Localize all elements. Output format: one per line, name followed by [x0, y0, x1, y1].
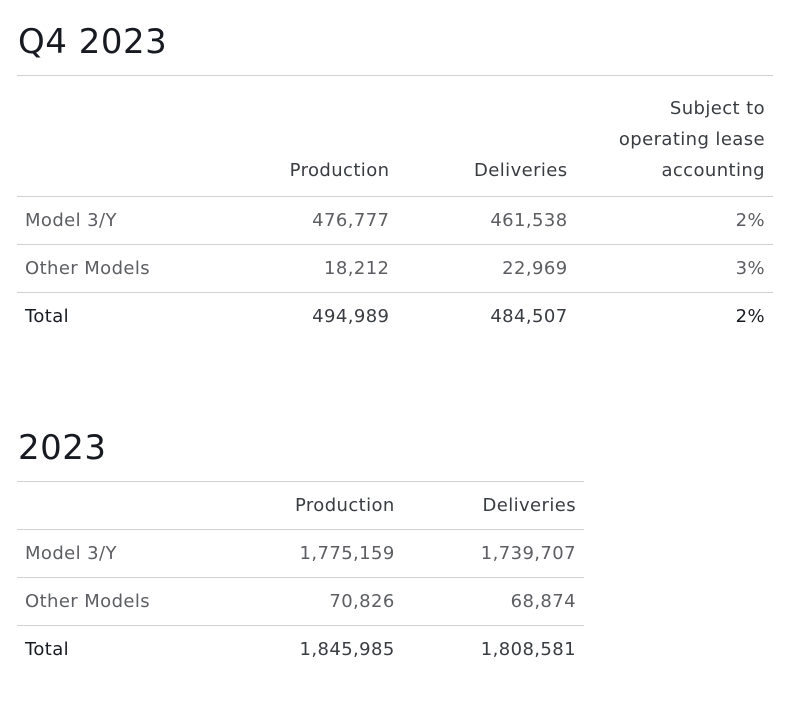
header-subject-line-3: accounting: [661, 160, 765, 181]
production-value: 476,777: [222, 196, 398, 245]
row-label: Model 3/Y: [17, 196, 223, 245]
year-production-deliveries-table: Production Deliveries Model 3/Y 1,775,15…: [17, 481, 584, 673]
year-section-title: 2023: [18, 428, 107, 468]
table-header-row: Production Deliveries Subject to operati…: [17, 75, 773, 197]
row-label: Model 3/Y: [17, 529, 226, 578]
q4-section-title: Q4 2023: [18, 22, 168, 62]
header-deliveries: Deliveries: [474, 160, 568, 181]
deliveries-value: 22,969: [397, 244, 576, 293]
lease-value: 2%: [575, 196, 773, 245]
table-header-row: Production Deliveries: [17, 481, 584, 530]
header-empty-cell: [17, 76, 223, 197]
deliveries-value: 68,874: [402, 577, 584, 626]
production-total: 494,989: [222, 292, 398, 340]
production-value: 1,775,159: [225, 529, 403, 578]
header-subject-to-lease: Subject to operating lease accounting: [576, 76, 773, 197]
header-deliveries: Deliveries: [482, 495, 576, 516]
deliveries-total: 1,808,581: [402, 625, 584, 673]
table-row: Model 3/Y 476,777 461,538 2%: [17, 196, 773, 245]
q4-production-deliveries-table: Production Deliveries Subject to operati…: [17, 75, 773, 340]
row-label-total: Total: [17, 625, 226, 673]
table-row: Other Models 18,212 22,969 3%: [17, 244, 773, 293]
table-row: Other Models 70,826 68,874: [17, 577, 584, 626]
lease-value: 3%: [575, 244, 773, 293]
production-value: 18,212: [222, 244, 398, 293]
table-row: Model 3/Y 1,775,159 1,739,707: [17, 529, 584, 578]
row-label: Other Models: [17, 577, 226, 626]
header-subject-line-1: Subject to: [669, 98, 765, 119]
lease-total: 2%: [575, 292, 773, 340]
production-value: 70,826: [225, 577, 403, 626]
total-row: Total 1,845,985 1,808,581: [17, 625, 584, 673]
header-production: Production: [289, 160, 390, 181]
deliveries-value: 1,739,707: [402, 529, 584, 578]
header-empty-cell: [17, 482, 226, 530]
header-subject-line-2: operating lease: [618, 129, 765, 150]
row-label-total: Total: [17, 292, 223, 340]
production-total: 1,845,985: [225, 625, 403, 673]
deliveries-total: 484,507: [397, 292, 576, 340]
deliveries-value: 461,538: [397, 196, 576, 245]
header-production: Production: [294, 495, 395, 516]
row-label: Other Models: [17, 244, 223, 293]
total-row: Total 494,989 484,507 2%: [17, 292, 773, 340]
